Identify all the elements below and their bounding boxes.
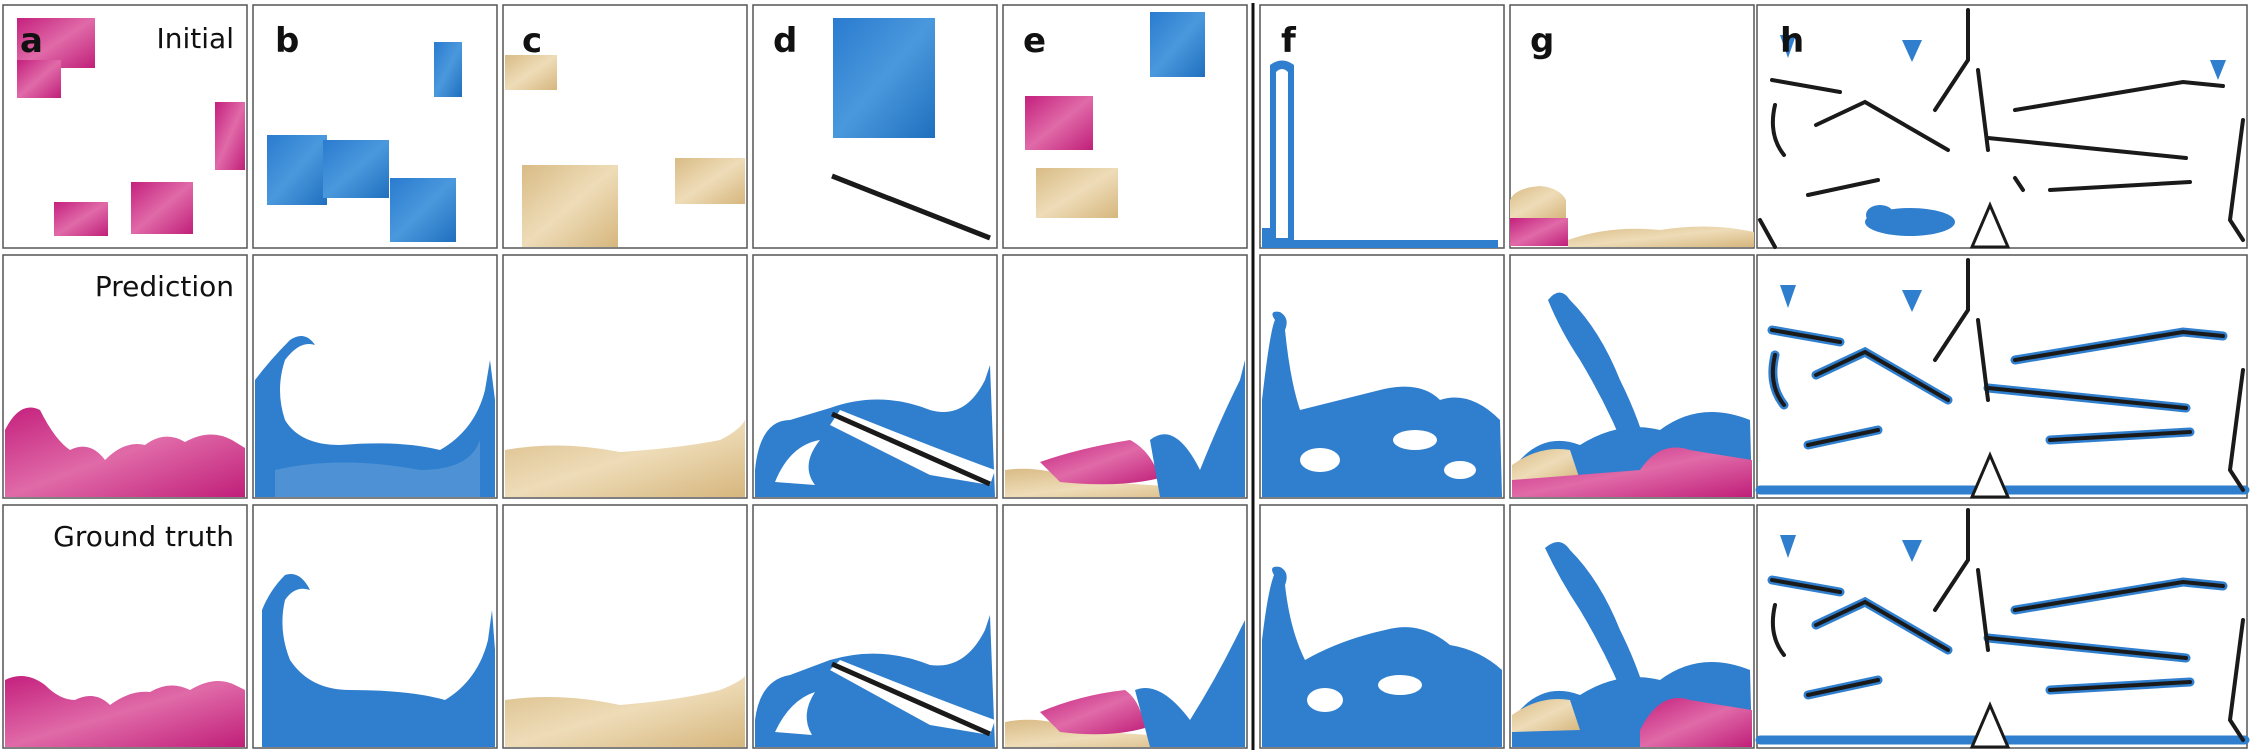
panel-b-initial — [252, 4, 498, 249]
panel-letter-a: a — [20, 21, 43, 61]
panel-f-prediction — [1259, 254, 1505, 499]
panel-b-ground-truth — [252, 504, 498, 749]
panel-c-ground-truth — [502, 504, 748, 749]
row-initial — [2, 4, 2248, 249]
panel-a-initial — [2, 4, 248, 249]
panel-g-prediction — [1509, 254, 1755, 499]
panel-e-initial — [1002, 4, 1248, 249]
panel-c-prediction — [502, 254, 748, 499]
panel-letter-h: h — [1780, 21, 1804, 61]
panel-g-initial — [1509, 4, 1755, 249]
panel-a-prediction — [2, 254, 248, 499]
panel-letters: a b c d e f g h — [20, 21, 1804, 61]
panel-h-ground-truth — [1755, 504, 2250, 749]
panel-d-prediction — [752, 254, 998, 499]
row-label-ground-truth: Ground truth — [53, 520, 234, 553]
row-label-initial: Initial — [157, 22, 234, 55]
panel-a-ground-truth — [2, 504, 248, 749]
panel-letter-f: f — [1281, 21, 1297, 61]
panel-e-prediction — [1002, 254, 1248, 499]
panel-e-ground-truth — [1002, 504, 1248, 749]
panel-h-initial — [1756, 4, 2248, 249]
panel-c-initial — [502, 4, 748, 249]
panel-b-prediction — [252, 254, 498, 499]
panel-letter-d: d — [773, 21, 797, 61]
row-label-prediction: Prediction — [95, 270, 234, 303]
panel-g-ground-truth — [1509, 504, 1755, 749]
panel-h-prediction — [1755, 254, 2250, 499]
panel-letter-g: g — [1530, 21, 1554, 61]
row-prediction — [2, 254, 2250, 499]
panel-f-initial — [1259, 4, 1505, 249]
panel-d-ground-truth — [752, 504, 998, 749]
panel-f-ground-truth — [1259, 504, 1505, 749]
panel-d-initial — [752, 4, 998, 249]
panel-letter-b: b — [275, 21, 299, 61]
row-labels: Initial Prediction Ground truth — [53, 22, 234, 553]
panel-letter-e: e — [1023, 21, 1046, 61]
panel-letter-c: c — [522, 21, 542, 61]
row-ground-truth — [2, 504, 2250, 749]
